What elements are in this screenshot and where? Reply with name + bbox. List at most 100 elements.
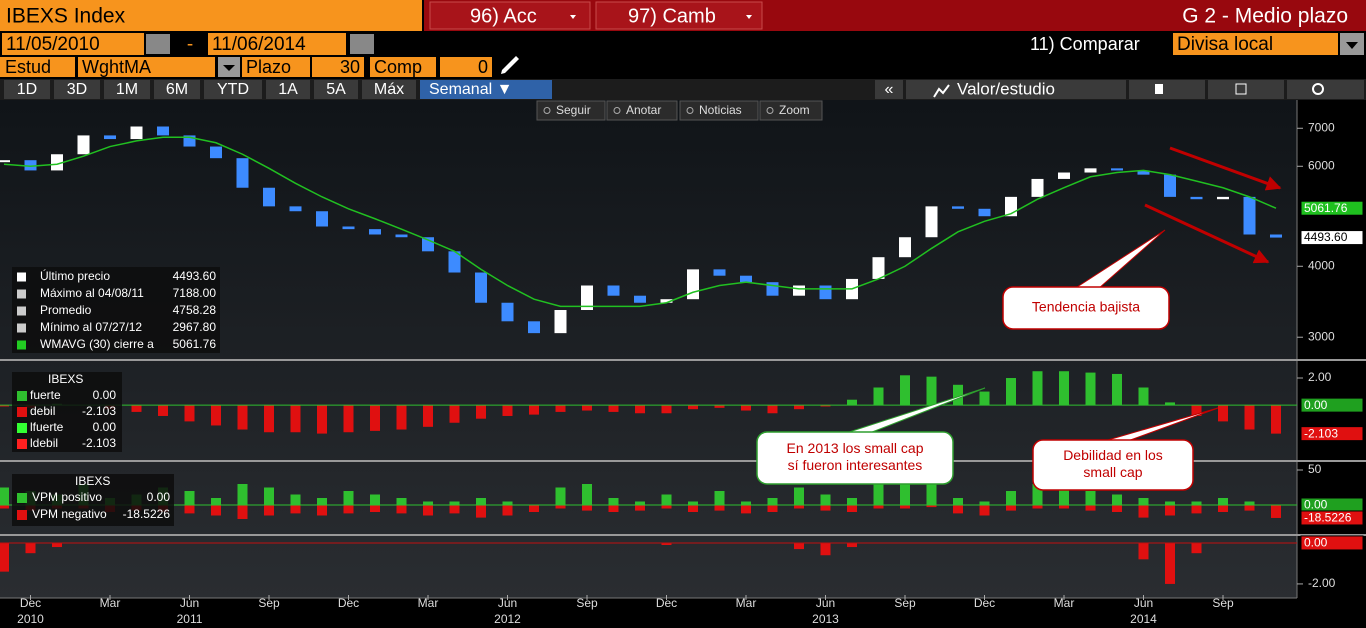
study-box[interactable] [78,57,215,77]
date-box[interactable] [2,33,144,55]
chart-tool-button[interactable] [606,100,678,121]
end-date[interactable]: 11/06/2014 [212,34,306,55]
price-bar [289,206,302,212]
action-button[interactable] [595,1,763,30]
range[interactable]: 1A [278,81,298,98]
range-button[interactable] [204,80,262,99]
study[interactable]: WghtMA [82,57,151,77]
indicator-bar [953,384,963,406]
indicator-bar [582,484,592,505]
range[interactable]: 6M [166,81,188,98]
trend-arrow [1169,146,1282,191]
value-tag-label: 0.00 [1304,398,1328,412]
indicator-bar [1165,402,1175,406]
x-tick-label: Sep [1212,596,1234,610]
calendar-icon[interactable] [350,34,374,54]
comp-box[interactable] [440,57,492,77]
range-button[interactable] [154,80,200,99]
x-tick-label: Mar [418,596,439,610]
chart-tool-button[interactable] [536,100,606,121]
currency-box[interactable] [1173,33,1338,55]
chart-tool[interactable]: Anotar [626,103,661,117]
period-label: Plazo [246,57,291,77]
range-button[interactable] [4,80,50,99]
currency[interactable]: Divisa local [1177,34,1273,55]
comp[interactable]: 0 [478,57,488,77]
range[interactable]: Máx [374,81,404,98]
indicator-bar [979,505,990,516]
indicator-bar [449,505,460,514]
indicator-bar [873,387,884,406]
action-button[interactable] [429,1,591,30]
value-study-button[interactable] [906,80,1126,99]
frequency-button[interactable] [420,80,552,99]
range[interactable]: 3D [67,81,87,98]
range[interactable]: 1D [17,81,37,98]
range[interactable]: YTD [217,81,249,98]
security-box[interactable] [0,0,422,31]
legend-value: 2967.80 [173,320,217,334]
calendar-icon[interactable] [146,34,170,54]
indicator-bar [423,501,433,505]
indicator-bar [1218,498,1228,505]
legend-swatch [17,510,27,520]
indicator-bar [0,542,9,572]
start-date[interactable]: 11/05/2010 [6,34,100,55]
indicator-bar [1218,405,1228,422]
date-box[interactable] [208,33,346,55]
range[interactable]: 1M [116,81,138,98]
range-button[interactable] [54,80,100,99]
indicator-bar [529,505,539,512]
indicator-bar [343,505,354,514]
action[interactable]: 97) Camb [628,5,716,27]
year-label: 2012 [494,612,521,626]
chart-tool-button[interactable] [759,100,823,121]
indicator-bar [1165,501,1175,505]
price-bar [316,211,328,227]
tool-button[interactable] [1287,80,1364,99]
pencil-icon[interactable] [501,56,519,74]
price-bar [236,158,249,188]
indicator-bar [688,501,698,505]
chart-tool-button[interactable] [679,100,759,121]
indicator-bar [370,505,380,512]
value-study[interactable]: Valor/estudio [957,79,1055,98]
action[interactable]: 96) Acc [470,5,537,27]
indicator-bar [211,498,221,505]
indicator-bar [423,405,433,427]
indicator-bar [502,505,513,516]
indicator-bar [555,405,566,412]
indicator-bar [502,501,513,505]
price-bar [925,206,938,238]
value-tag-label: -18.5226 [1304,511,1352,525]
price-bar [130,126,143,140]
indicator-bar [1112,373,1122,406]
range-button[interactable] [314,80,358,99]
frequency[interactable]: Semanal ▼ [429,81,512,98]
chart-tool[interactable]: Zoom [779,103,810,117]
indicator-bar [820,405,831,407]
period[interactable]: 30 [340,57,360,77]
price-bar [952,206,964,209]
legend-label: fuerte [30,388,61,402]
collapse-button[interactable] [875,80,903,99]
range-button[interactable] [362,80,416,99]
collapse[interactable]: « [885,81,894,98]
range-button[interactable] [104,80,150,99]
period-box[interactable] [312,57,364,77]
tool-button[interactable] [1129,80,1205,99]
range[interactable]: 5A [326,81,346,98]
indicator-bar [237,405,248,430]
compare[interactable]: 11) Comparar [1030,34,1140,54]
chart-tool[interactable]: Noticias [699,103,742,117]
indicator-bar [0,487,9,505]
indicator-bar [449,501,460,505]
range-button[interactable] [266,80,310,99]
year-label: 2013 [812,612,839,626]
value-tag [1300,535,1364,551]
indicator-bar [1191,542,1202,554]
chart-tool[interactable]: Seguir [556,103,591,117]
field-label-box [0,57,75,77]
price-bar [1031,178,1044,197]
